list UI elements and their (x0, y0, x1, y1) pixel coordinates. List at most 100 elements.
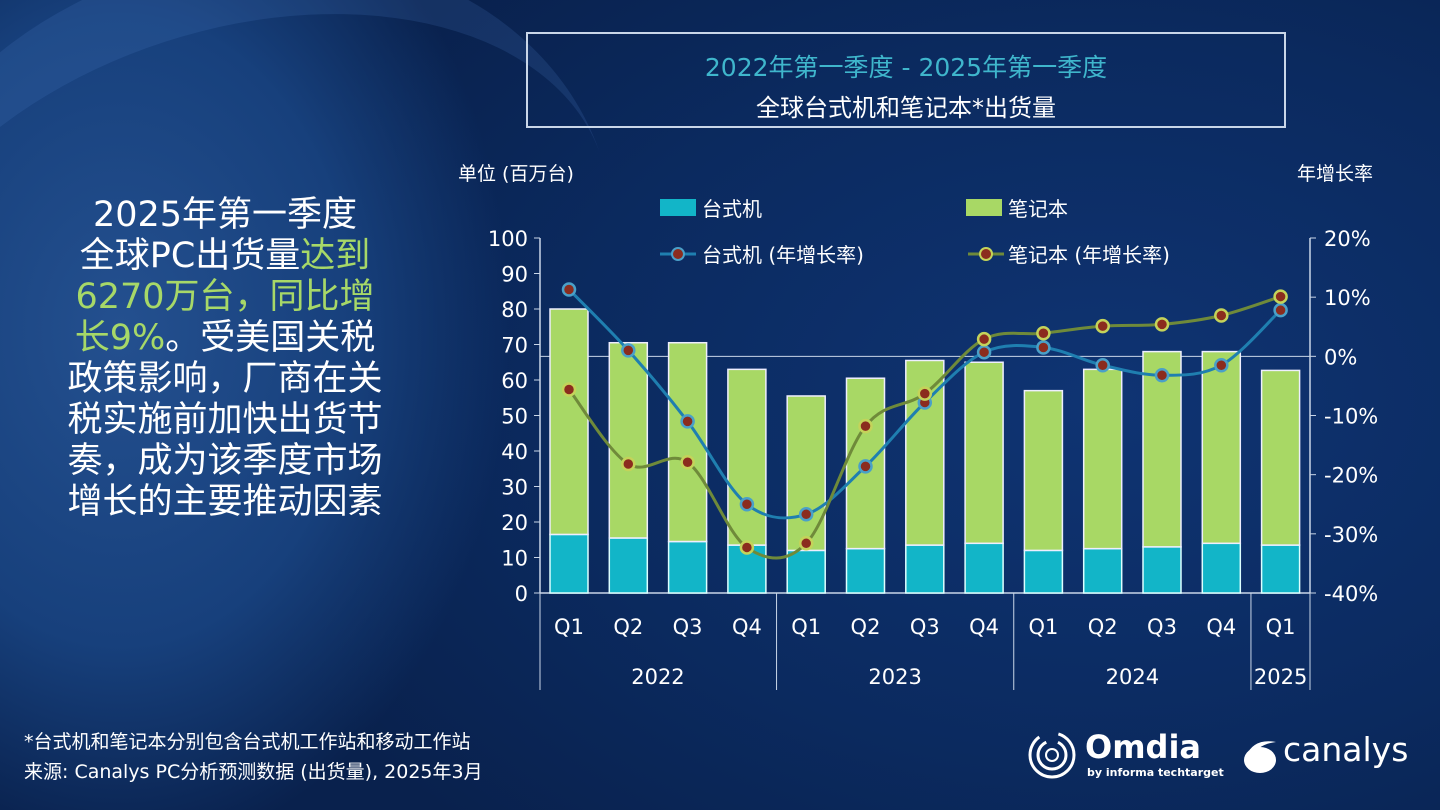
bar-desktop (1082, 547, 1123, 594)
growth-point-desktop (1036, 340, 1051, 355)
left-tick-label: 70 (501, 334, 528, 358)
growth-point-desktop (1095, 357, 1110, 373)
quarter-label: Q4 (1206, 615, 1236, 639)
headline-segment: 6270万台，同比增 (75, 277, 375, 317)
headline-segment: 奏，成为该季度市场 (67, 441, 383, 481)
headline-segment: 税实施前加快出货节 (67, 400, 383, 440)
omdia-subtitle: by informa techtarget (1087, 766, 1224, 779)
headline-segment: 达到 (300, 236, 371, 276)
right-tick-label: 20% (1324, 227, 1371, 251)
legend-laptop-label: 笔记本 (1008, 197, 1068, 221)
bar-laptop (1023, 389, 1064, 552)
headline-segment: 增长的主要推动因素 (67, 482, 383, 522)
headline-line: 增长的主要推动因素 (30, 482, 420, 523)
left-tick-label: 0 (515, 582, 528, 606)
left-tick-label: 20 (501, 511, 528, 535)
bar-desktop (667, 540, 708, 594)
year-label: 2024 (1106, 665, 1159, 689)
growth-point-desktop (621, 343, 636, 358)
quarter-label: Q2 (1088, 615, 1118, 639)
bar-desktop (1260, 544, 1301, 594)
quarter-label: Q1 (1028, 615, 1058, 639)
chart-title-box: 2022年第一季度 - 2025年第一季度 全球台式机和笔记本*出货量 (526, 32, 1286, 128)
headline-segment: 全球PC出货量 (79, 236, 301, 276)
year-label: 2022 (631, 665, 684, 689)
growth-point-desktop (798, 507, 814, 522)
growth-point-laptop (1273, 289, 1288, 304)
left-tick-label: 10 (501, 547, 528, 571)
bar-desktop (905, 544, 945, 594)
headline-line: 长9%。受美国关税 (30, 318, 420, 359)
growth-point-laptop (1154, 317, 1170, 332)
bar-laptop (964, 361, 1004, 545)
bar-desktop (549, 533, 589, 594)
year-label: 2023 (868, 665, 921, 689)
left-tick-label: 80 (501, 298, 528, 322)
right-axis-title: 年增长率 (1297, 163, 1373, 185)
growth-point-desktop (1273, 302, 1288, 318)
bar-laptop (608, 341, 649, 539)
right-tick-label: -10% (1324, 405, 1378, 429)
growth-point-desktop (680, 414, 695, 429)
growth-point-desktop (1154, 368, 1170, 383)
left-tick-label: 50 (501, 405, 528, 429)
right-tick-label: -20% (1324, 464, 1378, 488)
bar-laptop (1082, 368, 1123, 550)
quarter-label: Q2 (851, 615, 881, 639)
growth-point-laptop (976, 331, 992, 347)
bar-desktop (786, 549, 826, 594)
quarter-label: Q3 (1147, 615, 1177, 639)
footnote: *台式机和笔记本分别包含台式机工作站和移动工作站 (24, 731, 471, 753)
growth-point-laptop (1214, 308, 1229, 323)
left-tick-label: 100 (488, 227, 528, 251)
canalys-logo-text: canalys (1283, 730, 1409, 769)
chart-title-line1: 2022年第一季度 - 2025年第一季度 (704, 53, 1108, 82)
growth-point-laptop (680, 454, 695, 470)
left-tick-label: 40 (501, 440, 528, 464)
bar-laptop (549, 308, 589, 536)
right-tick-label: 10% (1324, 286, 1371, 310)
headline-segment: 。受美国关税 (165, 318, 376, 358)
growth-point-laptop (858, 418, 873, 434)
growth-point-laptop (798, 536, 814, 551)
left-axis-title: 单位 (百万台) (458, 163, 574, 185)
growth-point-desktop (561, 282, 577, 297)
growth-point-laptop (1036, 326, 1051, 341)
growth-point-laptop (561, 382, 577, 397)
right-tick-label: -30% (1324, 523, 1378, 547)
quarter-label: Q1 (1266, 615, 1296, 639)
legend-laptop-growth-label: 笔记本 (年增长率) (1008, 243, 1170, 267)
bar-laptop (1142, 350, 1182, 548)
growth-point-laptop (1095, 318, 1110, 334)
headline-line: 全球PC出货量达到 (30, 236, 420, 277)
year-label: 2025 (1254, 665, 1307, 689)
bar-laptop (1260, 369, 1301, 546)
legend-desktop-label: 台式机 (702, 197, 762, 221)
headline-text: 2025年第一季度 全球PC出货量达到 6270万台，同比增 长9%。受美国关税 政策影… (30, 195, 420, 523)
quarter-label: Q4 (732, 615, 762, 639)
quarter-label: Q3 (673, 615, 703, 639)
canalys-logo-icon (1244, 741, 1276, 773)
bar-laptop (786, 395, 826, 552)
legend-laptop-growth-marker (979, 247, 993, 261)
growth-point-laptop (739, 540, 755, 555)
quarter-label: Q1 (791, 615, 821, 639)
headline-line: 税实施前加快出货节 (30, 400, 420, 441)
quarter-label: Q1 (554, 615, 584, 639)
growth-point-laptop (917, 386, 933, 401)
growth-point-desktop (1214, 357, 1229, 373)
bar-desktop (1142, 546, 1182, 594)
bar-laptop (727, 368, 767, 546)
headline-segment: 政策影响，厂商在关 (67, 359, 383, 399)
left-tick-label: 30 (501, 476, 528, 500)
quarter-label: Q4 (969, 615, 999, 639)
bar-desktop (608, 537, 649, 594)
bar-desktop (1023, 549, 1064, 594)
quarter-label: Q3 (910, 615, 940, 639)
legend-desktop-growth-marker (671, 247, 685, 261)
headline-segment: 2025年第一季度 (92, 195, 358, 235)
omdia-logo-icon (1028, 731, 1076, 779)
bar-desktop (964, 542, 1004, 594)
right-tick-label: 0% (1324, 345, 1357, 369)
